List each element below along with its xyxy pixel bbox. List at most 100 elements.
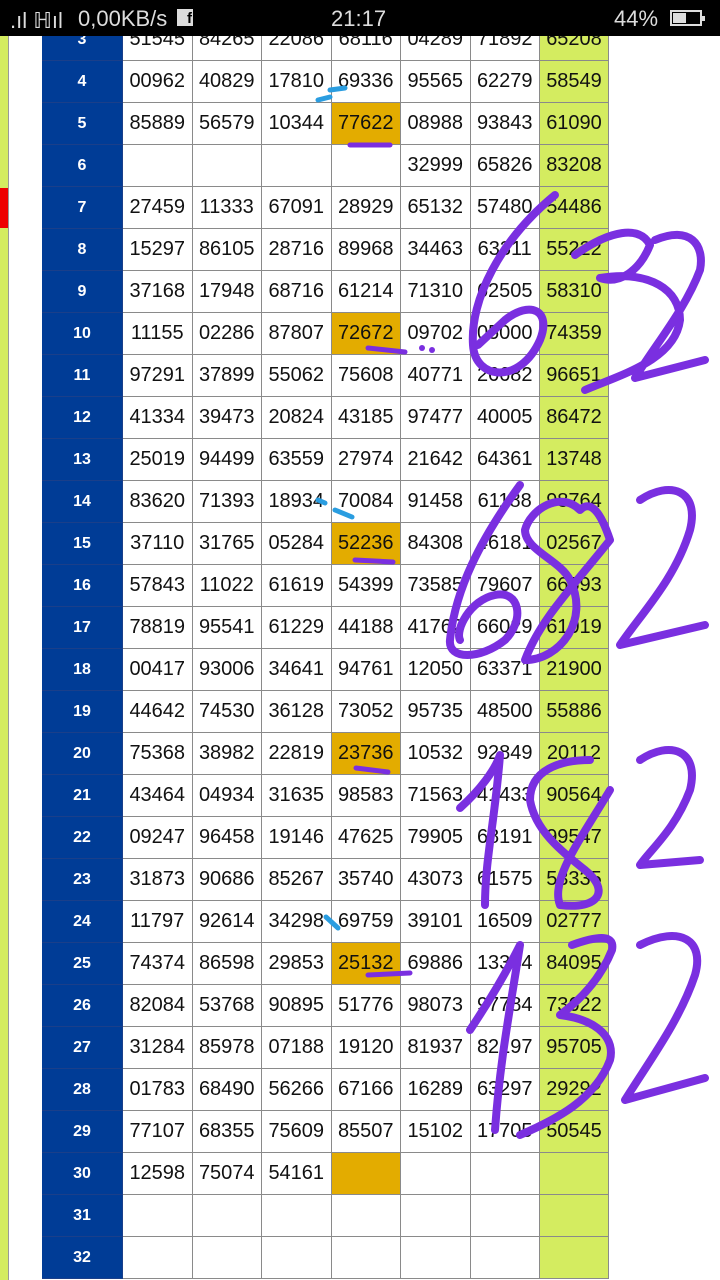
table-cell[interactable]: 67091 (262, 187, 332, 229)
table-cell[interactable]: 85978 (192, 1027, 262, 1069)
table-cell[interactable]: 58310 (540, 271, 609, 313)
table-cell[interactable]: 13344 (470, 943, 540, 985)
table-cell[interactable]: 75608 (331, 355, 401, 397)
table-cell[interactable]: 02777 (540, 901, 609, 943)
table-cell[interactable]: 84095 (540, 943, 609, 985)
table-cell[interactable]: 61229 (262, 607, 332, 649)
table-cell[interactable]: 47625 (331, 817, 401, 859)
table-cell[interactable]: 87807 (262, 313, 332, 355)
table-cell[interactable]: 62279 (470, 61, 540, 103)
table-cell[interactable]: 69886 (401, 943, 471, 985)
table-cell[interactable]: 13748 (540, 439, 609, 481)
table-cell[interactable]: 63297 (470, 1069, 540, 1111)
table-cell[interactable]: 92614 (192, 901, 262, 943)
table-cell[interactable]: 73052 (331, 691, 401, 733)
table-cell[interactable]: 09702 (401, 313, 471, 355)
table-cell[interactable]: 98073 (401, 985, 471, 1027)
highlighted-cell[interactable]: 77622 (331, 103, 401, 145)
table-cell[interactable]: 82197 (470, 1027, 540, 1069)
highlighted-cell[interactable]: 52236 (331, 523, 401, 565)
table-cell[interactable]: 43185 (331, 397, 401, 439)
table-cell[interactable]: 97784 (470, 985, 540, 1027)
table-cell[interactable] (192, 1237, 262, 1279)
table-cell[interactable]: 82084 (123, 985, 193, 1027)
table-cell[interactable]: 25019 (123, 439, 193, 481)
table-cell[interactable]: 95565 (401, 61, 471, 103)
table-cell[interactable]: 11333 (192, 187, 262, 229)
table-cell[interactable]: 34463 (401, 229, 471, 271)
table-cell[interactable] (123, 1237, 193, 1279)
table-cell[interactable]: 39473 (192, 397, 262, 439)
table-cell[interactable]: 96651 (540, 355, 609, 397)
highlighted-cell[interactable]: 25132 (331, 943, 401, 985)
table-cell[interactable]: 22819 (262, 733, 332, 775)
table-cell[interactable]: 21900 (540, 649, 609, 691)
table-cell[interactable]: 37899 (192, 355, 262, 397)
table-cell[interactable]: 19146 (262, 817, 332, 859)
table-cell[interactable]: 61188 (470, 481, 540, 523)
table-cell[interactable]: 11022 (192, 565, 262, 607)
table-cell[interactable]: 78819 (123, 607, 193, 649)
table-cell[interactable]: 48500 (470, 691, 540, 733)
table-cell[interactable]: 54161 (262, 1153, 332, 1195)
table-cell[interactable]: 00417 (123, 649, 193, 691)
table-cell[interactable]: 44188 (331, 607, 401, 649)
table-cell[interactable]: 89968 (331, 229, 401, 271)
table-cell[interactable]: 54486 (540, 187, 609, 229)
table-cell[interactable]: 43464 (123, 775, 193, 817)
table-cell[interactable] (401, 1153, 471, 1195)
table-cell[interactable]: 93006 (192, 649, 262, 691)
table-cell[interactable]: 79607 (470, 565, 540, 607)
table-cell[interactable] (262, 1237, 332, 1279)
table-cell[interactable] (470, 1195, 540, 1237)
table-cell[interactable]: 95735 (401, 691, 471, 733)
table-cell[interactable] (540, 1237, 609, 1279)
table-cell[interactable]: 97477 (401, 397, 471, 439)
table-cell[interactable]: 95705 (540, 1027, 609, 1069)
table-cell[interactable]: 69759 (331, 901, 401, 943)
table-cell[interactable]: 34298 (262, 901, 332, 943)
table-cell[interactable] (331, 145, 401, 187)
table-cell[interactable]: 55886 (540, 691, 609, 733)
table-cell[interactable]: 17948 (192, 271, 262, 313)
table-cell[interactable]: 96458 (192, 817, 262, 859)
table-cell[interactable]: 20112 (540, 733, 609, 775)
table-cell[interactable]: 37110 (123, 523, 193, 565)
table-cell[interactable] (540, 1153, 609, 1195)
table-cell[interactable]: 11797 (123, 901, 193, 943)
table-cell[interactable]: 64361 (470, 439, 540, 481)
table-cell[interactable]: 86598 (192, 943, 262, 985)
table-cell[interactable]: 53335 (540, 859, 609, 901)
table-cell[interactable]: 35740 (331, 859, 401, 901)
table-cell[interactable]: 12050 (401, 649, 471, 691)
table-cell[interactable]: 31284 (123, 1027, 193, 1069)
table-cell[interactable]: 08988 (401, 103, 471, 145)
table-cell[interactable]: 10532 (401, 733, 471, 775)
table-cell[interactable]: 66029 (470, 607, 540, 649)
table-cell[interactable]: 16289 (401, 1069, 471, 1111)
table-cell[interactable]: 68355 (192, 1111, 262, 1153)
table-cell[interactable]: 53768 (192, 985, 262, 1027)
table-cell[interactable] (470, 1237, 540, 1279)
table-cell[interactable]: 27459 (123, 187, 193, 229)
table-cell[interactable]: 28929 (331, 187, 401, 229)
table-cell[interactable]: 36128 (262, 691, 332, 733)
table-cell[interactable]: 83208 (540, 145, 609, 187)
table-cell[interactable]: 31765 (192, 523, 262, 565)
table-cell[interactable] (262, 145, 332, 187)
table-cell[interactable]: 02567 (540, 523, 609, 565)
table-cell[interactable]: 74530 (192, 691, 262, 733)
table-cell[interactable]: 65826 (470, 145, 540, 187)
table-cell[interactable]: 61019 (540, 607, 609, 649)
table-cell[interactable] (331, 1237, 401, 1279)
table-cell[interactable]: 94761 (331, 649, 401, 691)
highlighted-cell[interactable]: 23736 (331, 733, 401, 775)
table-cell[interactable]: 17810 (262, 61, 332, 103)
table-cell[interactable]: 10344 (262, 103, 332, 145)
table-cell[interactable]: 57480 (470, 187, 540, 229)
table-cell[interactable]: 11155 (123, 313, 193, 355)
table-cell[interactable] (401, 1237, 471, 1279)
table-cell[interactable]: 15102 (401, 1111, 471, 1153)
table-cell[interactable]: 26682 (470, 355, 540, 397)
table-cell[interactable]: 84308 (401, 523, 471, 565)
